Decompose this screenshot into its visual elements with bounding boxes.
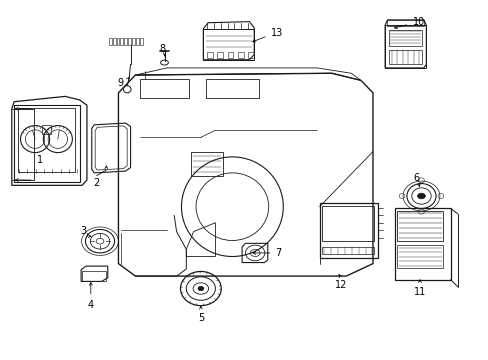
Bar	[238, 52, 244, 58]
Bar	[108, 38, 111, 45]
Bar	[227, 52, 233, 58]
Bar	[140, 38, 142, 45]
Bar	[42, 125, 50, 134]
Bar	[14, 105, 80, 182]
Ellipse shape	[198, 287, 203, 291]
Text: 8: 8	[159, 44, 165, 54]
Text: 5: 5	[197, 313, 203, 323]
Bar	[206, 52, 212, 58]
Bar	[203, 29, 254, 60]
Bar	[386, 20, 423, 26]
Bar	[18, 108, 75, 172]
Bar	[82, 271, 106, 281]
Bar	[388, 30, 421, 46]
Bar	[116, 38, 119, 45]
Text: 2: 2	[93, 178, 100, 188]
Text: 6: 6	[413, 172, 419, 183]
Bar	[140, 78, 188, 98]
Bar	[394, 208, 449, 280]
Text: 7: 7	[275, 248, 281, 258]
Text: 11: 11	[413, 287, 425, 297]
Bar	[388, 50, 421, 64]
Ellipse shape	[417, 193, 425, 199]
Bar	[396, 245, 443, 268]
Text: 1: 1	[37, 156, 43, 166]
Bar	[248, 52, 254, 58]
Bar	[205, 78, 259, 98]
Bar	[132, 38, 135, 45]
Bar	[112, 38, 115, 45]
Bar	[319, 203, 377, 258]
Bar	[128, 38, 131, 45]
Text: 10: 10	[412, 17, 424, 27]
Text: 3: 3	[81, 226, 86, 236]
Text: 13: 13	[271, 28, 283, 39]
Bar	[217, 52, 223, 58]
Bar	[191, 152, 222, 176]
Text: 9: 9	[117, 77, 123, 87]
Bar	[136, 38, 139, 45]
Bar	[385, 25, 426, 68]
Text: 12: 12	[335, 280, 347, 291]
Bar	[124, 38, 127, 45]
Text: 4: 4	[87, 300, 94, 310]
Bar	[322, 247, 374, 254]
Bar	[120, 38, 123, 45]
Bar	[396, 211, 443, 241]
Bar	[322, 206, 374, 241]
